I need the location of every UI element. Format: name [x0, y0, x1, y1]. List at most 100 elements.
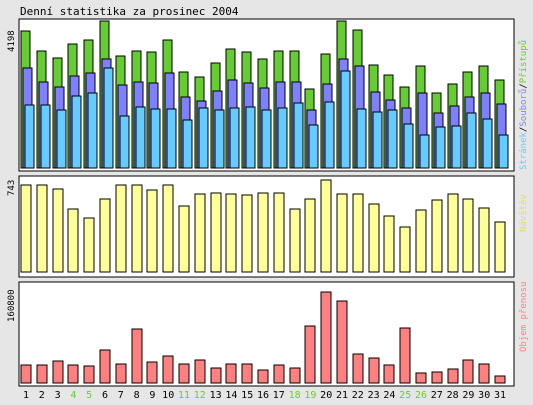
bar-pages-day-25	[403, 123, 414, 169]
bar-kbytes-day-3	[52, 360, 64, 384]
bar-pages-day-8	[135, 106, 146, 169]
panel-hits-legend: Stránek/Souborů/Přístupů	[518, 40, 529, 170]
bar-kbytes-day-24	[383, 364, 395, 384]
bar-kbytes-day-1	[20, 364, 32, 384]
bar-visits-day-16	[257, 192, 269, 273]
bar-kbytes-day-23	[368, 357, 380, 384]
bar-visits-day-3	[52, 188, 64, 273]
x-axis-day-labels: 1 2 3 4 5 6 7 8 9 10 11 12 13 14 15 16 17 18 19 20 21 22 23 24 2…	[23, 390, 506, 401]
bar-pages-day-5	[87, 92, 98, 169]
bar-visits-day-6	[99, 198, 111, 273]
bar-pages-day-27	[435, 126, 446, 169]
x-tick-label-day-11: 11	[178, 390, 190, 401]
legend-hits: Přístupů	[518, 40, 529, 83]
bar-kbytes-day-12	[194, 359, 206, 384]
bar-pages-day-11	[182, 119, 193, 169]
x-tick-label-day-18: 18	[289, 390, 301, 401]
bar-visits-day-31	[494, 221, 506, 273]
bar-kbytes-day-7	[115, 363, 127, 384]
bar-kbytes-day-19	[304, 325, 316, 384]
bar-visits-day-17	[273, 192, 285, 273]
x-tick-label-day-26: 26	[415, 390, 427, 401]
x-tick-label-day-19: 19	[304, 390, 316, 401]
bar-pages-day-9	[150, 108, 161, 169]
bar-pages-day-19	[308, 124, 319, 169]
x-tick-label-day-15: 15	[241, 390, 253, 401]
bar-kbytes-day-25	[399, 327, 411, 384]
bar-pages-day-1	[24, 104, 35, 169]
x-tick-label-day-12: 12	[194, 390, 206, 401]
bar-kbytes-day-4	[67, 364, 79, 384]
bar-visits-day-4	[67, 208, 79, 273]
x-tick-label-day-25: 25	[399, 390, 411, 401]
x-tick-label-day-16: 16	[257, 390, 269, 401]
bar-kbytes-day-6	[99, 349, 111, 384]
bar-visits-day-14	[225, 193, 237, 273]
bar-pages-day-30	[482, 118, 493, 169]
x-tick-label-day-22: 22	[352, 390, 364, 401]
x-tick-label-day-9: 9	[149, 390, 155, 401]
bar-pages-day-10	[166, 108, 177, 169]
bar-visits-day-25	[399, 226, 411, 273]
x-tick-label-day-6: 6	[102, 390, 108, 401]
bar-pages-day-26	[419, 134, 430, 169]
x-tick-label-day-10: 10	[162, 390, 174, 401]
bar-visits-day-12	[194, 193, 206, 273]
bar-visits-day-23	[368, 203, 380, 273]
bar-visits-day-10	[162, 184, 174, 273]
panel-visits-bars	[20, 179, 506, 273]
legend-pages: Stránek	[519, 131, 529, 170]
bar-visits-day-22	[352, 193, 364, 273]
bar-visits-day-28	[447, 193, 459, 273]
bar-pages-day-24	[387, 109, 398, 169]
legend-visits: Návštěv	[518, 194, 529, 232]
bar-kbytes-day-16	[257, 369, 269, 384]
x-tick-label-day-3: 3	[55, 390, 61, 401]
bar-kbytes-day-14	[225, 363, 237, 384]
bar-kbytes-day-20	[320, 291, 332, 384]
x-tick-label-day-30: 30	[478, 390, 490, 401]
bar-visits-day-19	[304, 198, 316, 273]
x-tick-label-day-13: 13	[210, 390, 222, 401]
bar-pages-day-21	[340, 70, 351, 169]
bar-visits-day-2	[36, 184, 48, 273]
legend-sep2: /	[519, 83, 529, 88]
bar-kbytes-day-27	[431, 371, 443, 384]
bar-pages-day-14	[229, 107, 240, 169]
bar-pages-day-28	[451, 125, 462, 169]
bar-visits-day-11	[178, 205, 190, 273]
bar-visits-day-8	[131, 184, 143, 273]
panel-visits-ymax: 743	[7, 180, 17, 196]
bar-pages-day-20	[324, 101, 335, 169]
bar-pages-day-4	[71, 95, 82, 169]
panel-hits-ymax: 4198	[7, 30, 17, 52]
legend-files: Souborů	[518, 89, 529, 127]
bar-kbytes-day-2	[36, 364, 48, 384]
x-tick-label-day-21: 21	[336, 390, 348, 401]
bar-pages-day-12	[198, 107, 209, 169]
x-tick-label-day-17: 17	[273, 390, 285, 401]
chart-title: Denní statistika za prosinec 2004	[20, 5, 239, 18]
bar-visits-day-21	[336, 193, 348, 273]
bar-kbytes-day-15	[241, 363, 253, 384]
bar-visits-day-5	[83, 217, 95, 273]
x-tick-label-day-28: 28	[447, 390, 459, 401]
bar-pages-day-31	[498, 134, 509, 169]
bar-visits-day-13	[210, 192, 222, 273]
bar-visits-day-7	[115, 184, 127, 273]
bar-pages-day-3	[56, 109, 67, 169]
bar-pages-day-16	[261, 109, 272, 169]
legend-sep1: /	[519, 127, 529, 132]
bar-pages-day-7	[119, 115, 130, 169]
panel-kbytes-ymax: 160800	[7, 289, 17, 322]
bar-visits-day-9	[146, 189, 158, 273]
x-tick-label-day-14: 14	[225, 390, 237, 401]
x-tick-label-day-27: 27	[431, 390, 443, 401]
bar-pages-day-2	[40, 104, 51, 169]
legend-kbytes: Objem přenosu	[519, 282, 529, 352]
bar-visits-day-20	[320, 179, 332, 273]
bar-kbytes-day-17	[273, 364, 285, 384]
bar-kbytes-day-10	[162, 355, 174, 384]
bar-pages-day-18	[293, 102, 304, 169]
